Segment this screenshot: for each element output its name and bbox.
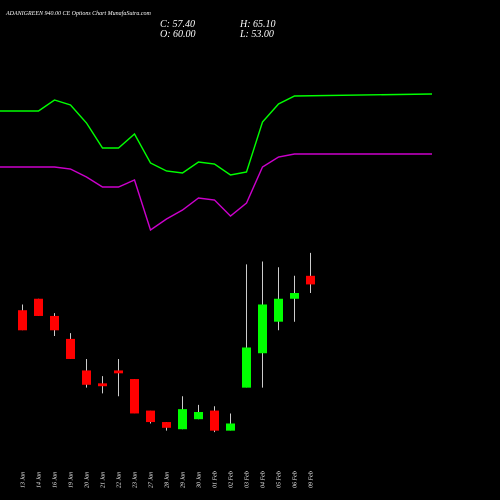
x-tick-label: 16 Jan	[53, 472, 59, 488]
band-line-lower	[0, 153, 432, 232]
candle	[82, 358, 91, 388]
candle-body	[306, 275, 315, 285]
candle-body	[34, 298, 43, 316]
ohlc-low: L: 53.00	[240, 29, 274, 40]
candle-body	[210, 410, 219, 431]
candle-body	[194, 412, 203, 420]
x-tick-label: 13 Jan	[21, 472, 27, 488]
candle	[274, 267, 283, 331]
candle	[162, 422, 171, 431]
x-tick-label: 06 Feb	[293, 471, 299, 488]
x-tick-label: 19 Jan	[69, 472, 75, 488]
candle-body	[114, 370, 123, 374]
x-tick-label: 21 Jan	[101, 472, 107, 488]
candle-body	[226, 423, 235, 431]
x-tick-label: 05 Feb	[277, 471, 283, 488]
chart-title: ADANIGREEN 940.00 CE Options Chart Munaf…	[6, 11, 151, 17]
candle-body	[66, 338, 75, 359]
candle	[178, 396, 187, 430]
candle	[210, 406, 219, 433]
x-tick-label: 03 Feb	[245, 471, 251, 488]
candle	[242, 264, 251, 388]
x-tick-label: 28 Jan	[165, 472, 171, 488]
x-tick-label: 30 Jan	[197, 472, 203, 489]
indicator-bands	[0, 93, 433, 232]
x-tick-label: 20 Jan	[85, 472, 91, 488]
x-tick-label: 01 Feb	[213, 471, 219, 488]
candle	[306, 252, 315, 294]
candle-body	[98, 383, 107, 387]
candle-body	[18, 310, 27, 331]
candle-body	[50, 315, 59, 331]
candle	[290, 275, 299, 322]
candle	[114, 358, 123, 397]
x-tick-label: 23 Jan	[133, 472, 139, 488]
candle-body	[290, 293, 299, 299]
candle	[226, 413, 235, 431]
x-tick-label: 29 Jan	[181, 472, 187, 488]
x-axis-ticks: 13 Jan 14 Jan 16 Jan 19 Jan 20 Jan 21 Jan 22 J…	[21, 471, 315, 489]
candle-body	[258, 304, 267, 354]
candle-body	[242, 347, 251, 388]
x-tick-label: 14 Jan	[36, 472, 43, 488]
candle	[130, 379, 139, 414]
ohlc-close: C: 57.40	[160, 19, 195, 30]
x-tick-label: 04 Feb	[260, 471, 267, 488]
x-tick-label: 27 Jan	[149, 472, 155, 488]
candle-body	[82, 370, 91, 385]
candle	[66, 333, 75, 359]
candle	[258, 261, 267, 388]
candle	[194, 404, 203, 420]
candle	[34, 298, 43, 316]
candle	[146, 410, 155, 424]
ohlc-open: O: 60.00	[160, 29, 196, 40]
candle-body	[130, 379, 139, 414]
candles	[18, 252, 315, 433]
candle-body	[178, 409, 187, 430]
candle-body	[162, 422, 171, 428]
band-line-upper	[0, 93, 433, 176]
x-tick-label: 09 Feb	[309, 471, 315, 488]
candle	[50, 313, 59, 337]
x-tick-label: 22 Jan	[117, 472, 123, 488]
x-tick-label: 02 Feb	[229, 471, 235, 488]
candle-body	[274, 298, 283, 322]
candle	[18, 304, 27, 331]
candle	[98, 376, 107, 394]
candle-body	[146, 410, 155, 423]
ohlc-high: H: 65.10	[240, 19, 276, 30]
